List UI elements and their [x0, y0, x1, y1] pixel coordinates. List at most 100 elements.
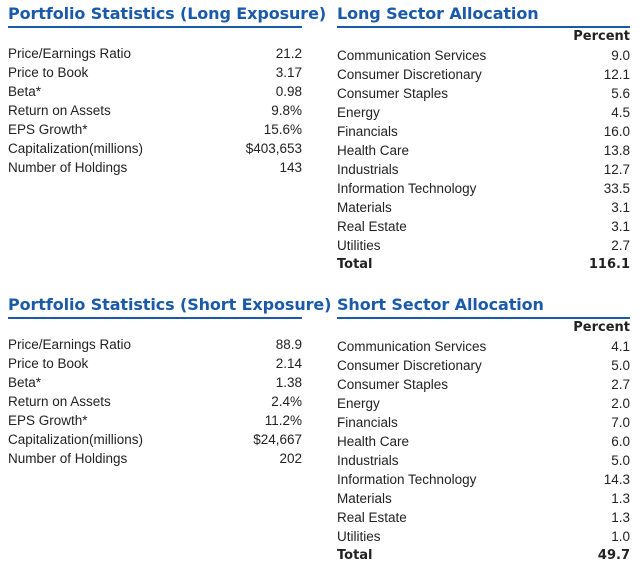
table-row: Price/Earnings Ratio 88.9: [8, 335, 302, 354]
table-row: Consumer Staples 5.6: [337, 84, 630, 103]
table-row: Consumer Discretionary 5.0: [337, 356, 630, 375]
short-stats-section: Portfolio Statistics (Short Exposure) Pr…: [8, 293, 331, 468]
row-value: 16.0: [603, 124, 630, 139]
row-label: Real Estate: [337, 219, 407, 234]
row-label: EPS Growth*: [8, 122, 88, 137]
table-row: Utilities 1.0: [337, 527, 630, 546]
short-sector-list: Communication Services 4.1 Consumer Discre…: [337, 337, 630, 565]
table-row: Materials 3.1: [337, 198, 630, 217]
long-stats-title: Portfolio Statistics (Long Exposure): [8, 4, 327, 23]
long-sector-title: Long Sector Allocation: [337, 4, 539, 23]
row-value: 143: [279, 160, 302, 175]
table-row: Industrials 5.0: [337, 451, 630, 470]
table-row: Price to Book 3.17: [8, 63, 302, 82]
table-row: EPS Growth* 11.2%: [8, 411, 302, 430]
total-row: Total 116.1: [337, 255, 630, 274]
total-label: Total: [337, 548, 373, 563]
row-label: Number of Holdings: [8, 451, 128, 466]
table-row: Energy 2.0: [337, 394, 630, 413]
row-label: Information Technology: [337, 472, 477, 487]
row-value: 2.7: [611, 377, 630, 392]
table-row: Financials 7.0: [337, 413, 630, 432]
short-sector-divider: [337, 317, 630, 319]
row-label: Price/Earnings Ratio: [8, 337, 132, 352]
table-row: Communication Services 4.1: [337, 337, 630, 356]
table-row: Financials 16.0: [337, 122, 630, 141]
row-value: 21.2: [275, 46, 302, 61]
row-label: Financials: [337, 415, 398, 430]
row-value: 9.8%: [271, 103, 302, 118]
short-sector-section: Short Sector Allocation Percent Communic…: [337, 293, 630, 565]
row-value: 2.0: [611, 396, 630, 411]
row-value: 3.17: [275, 65, 302, 80]
row-label: Consumer Discretionary: [337, 67, 482, 82]
table-row: Price/Earnings Ratio 21.2: [8, 44, 302, 63]
row-label: Capitalization(millions): [8, 141, 144, 156]
table-row: Consumer Staples 2.7: [337, 375, 630, 394]
row-label: Consumer Staples: [337, 86, 449, 101]
row-label: EPS Growth*: [8, 413, 88, 428]
row-value: 6.0: [611, 434, 630, 449]
row-value: $24,667: [253, 432, 302, 447]
row-value: 1.0: [611, 529, 630, 544]
long-sector-list: Communication Services 9.0 Consumer Discre…: [337, 46, 630, 274]
table-row: Health Care 6.0: [337, 432, 630, 451]
row-value: 0.98: [275, 84, 302, 99]
row-value: 1.38: [275, 375, 302, 390]
short-sector-title: Short Sector Allocation: [337, 295, 544, 314]
table-row: Health Care 13.8: [337, 141, 630, 160]
short-sector-percent-header: Percent: [573, 320, 630, 335]
row-label: Utilities: [337, 529, 381, 544]
row-value: 2.4%: [271, 394, 302, 409]
row-value: 14.3: [603, 472, 630, 487]
row-label: Return on Assets: [8, 394, 111, 409]
total-value: 116.1: [588, 257, 630, 272]
table-row: Materials 1.3: [337, 489, 630, 508]
row-value: 3.1: [611, 200, 630, 215]
row-label: Price/Earnings Ratio: [8, 46, 132, 61]
short-stats-divider: [8, 317, 302, 319]
table-row: Beta* 1.38: [8, 373, 302, 392]
row-value: 5.6: [611, 86, 630, 101]
long-sector-percent-header: Percent: [573, 29, 630, 44]
long-stats-section: Portfolio Statistics (Long Exposure) Pri…: [8, 2, 327, 177]
row-value: 202: [279, 451, 302, 466]
table-row: Industrials 12.7: [337, 160, 630, 179]
row-label: Materials: [337, 200, 392, 215]
row-label: Utilities: [337, 238, 381, 253]
row-value: 2.14: [275, 356, 302, 371]
row-value: 33.5: [603, 181, 630, 196]
row-label: Industrials: [337, 453, 399, 468]
row-label: Information Technology: [337, 181, 477, 196]
table-row: Energy 4.5: [337, 103, 630, 122]
table-row: Capitalization(millions) $403,653: [8, 139, 302, 158]
row-label: Return on Assets: [8, 103, 111, 118]
total-value: 49.7: [597, 548, 630, 563]
row-value: 2.7: [611, 238, 630, 253]
row-label: Capitalization(millions): [8, 432, 144, 447]
row-value: 11.2%: [264, 413, 302, 428]
short-stats-list: Price/Earnings Ratio 88.9 Price to Book 2.1…: [8, 335, 302, 468]
row-value: 7.0: [611, 415, 630, 430]
row-value: 1.3: [611, 510, 630, 525]
long-sector-divider: [337, 26, 630, 28]
total-label: Total: [337, 257, 373, 272]
row-label: Price to Book: [8, 65, 89, 80]
row-label: Financials: [337, 124, 398, 139]
row-value: 13.8: [603, 143, 630, 158]
row-value: 5.0: [611, 453, 630, 468]
row-value: 5.0: [611, 358, 630, 373]
row-label: Beta*: [8, 375, 42, 390]
row-label: Price to Book: [8, 356, 89, 371]
row-value: 4.1: [611, 339, 630, 354]
long-stats-divider: [8, 26, 302, 28]
table-row: Real Estate 3.1: [337, 217, 630, 236]
row-label: Real Estate: [337, 510, 407, 525]
table-row: Consumer Discretionary 12.1: [337, 65, 630, 84]
table-row: Information Technology 33.5: [337, 179, 630, 198]
table-row: Information Technology 14.3: [337, 470, 630, 489]
row-value: 12.1: [603, 67, 630, 82]
long-sector-section: Long Sector Allocation Percent Communica…: [337, 2, 630, 274]
table-row: Utilities 2.7: [337, 236, 630, 255]
table-row: Beta* 0.98: [8, 82, 302, 101]
